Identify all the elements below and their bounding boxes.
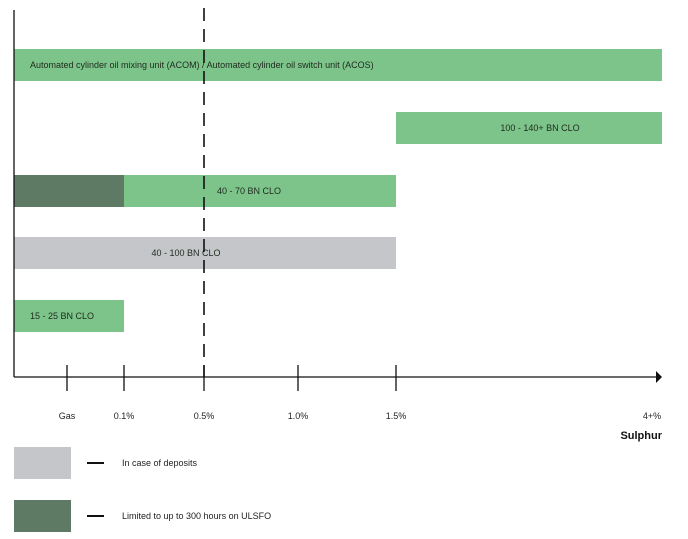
bar-2-restricted-segment (14, 175, 124, 207)
bar-4 (14, 300, 124, 332)
bars-layer: Automated cylinder oil mixing unit (ACOM… (14, 49, 662, 332)
bar-0 (14, 49, 662, 81)
bar-1 (396, 112, 662, 144)
x-tick-label-3: 1.0% (288, 411, 309, 421)
bar-label-3: 40 - 100 BN CLO (151, 248, 220, 258)
bar-label-0: Automated cylinder oil mixing unit (ACOM… (30, 60, 374, 70)
x-axis-arrow-icon (656, 371, 662, 383)
bar-3 (14, 237, 396, 269)
x-tick-label-2: 0.5% (194, 411, 215, 421)
x-tick-label-0: Gas (59, 411, 76, 421)
bar-label-1: 100 - 140+ BN CLO (500, 123, 579, 133)
x-tick-label-4: 1.5% (386, 411, 407, 421)
ticks-layer: Gas 0.1% 0.5% 1.0% 1.5% 4+% (59, 365, 661, 421)
x-tick-label-5: 4+% (643, 411, 661, 421)
bar-label-4: 15 - 25 BN CLO (30, 311, 94, 321)
x-tick-label-1: 0.1% (114, 411, 135, 421)
bar-label-2: 40 - 70 BN CLO (217, 186, 281, 196)
x-axis-title: Sulphur (620, 430, 662, 442)
